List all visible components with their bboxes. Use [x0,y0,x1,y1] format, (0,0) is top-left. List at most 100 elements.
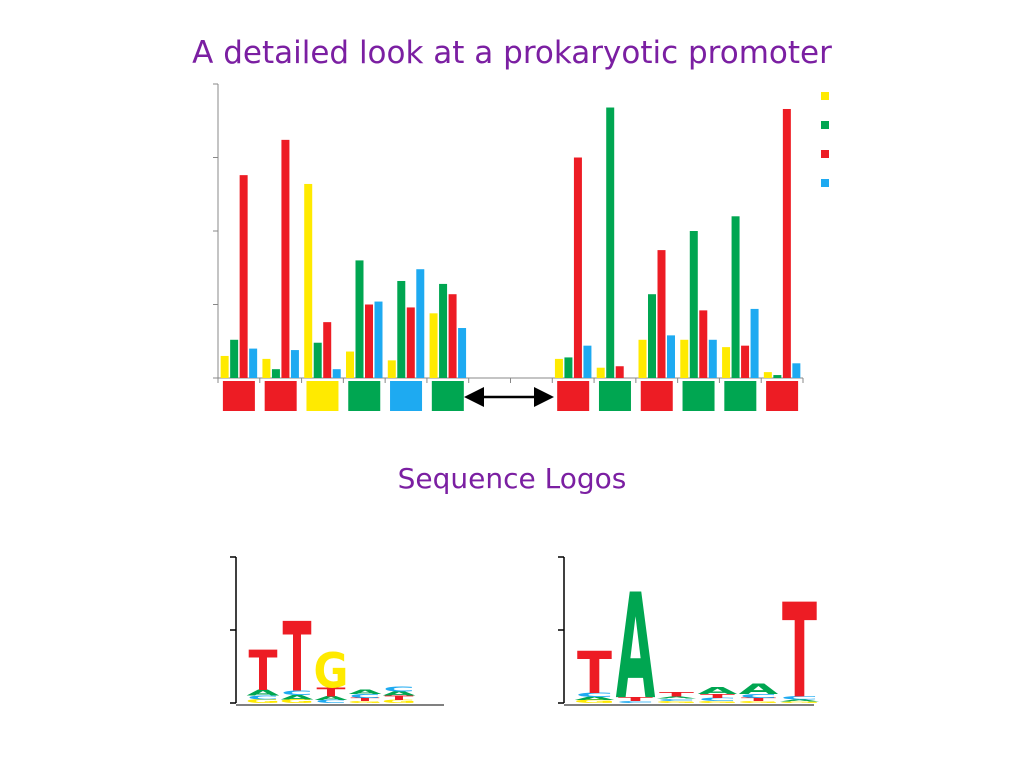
consensus-box-A [724,381,757,411]
logo-letter-T: T [317,686,347,700]
bar-T-pos14 [782,108,791,379]
bar-T-pos9 [573,157,582,378]
logo-letter-G: G [314,643,349,699]
bar-C-pos6 [458,328,467,378]
bar-A-pos5 [397,280,406,378]
slide-title: A detailed look at a prokaryotic promote… [192,35,832,71]
chart-legend [821,92,829,187]
bar-G-pos1 [220,355,229,378]
logo-letter-T: T [659,691,694,698]
consensus-box-A [431,381,464,411]
consensus-box-A [682,381,715,411]
bar-A-pos14 [773,375,782,378]
bar-C-pos9 [583,345,592,378]
consensus-box-T [222,381,255,411]
logo-letter-T: T [351,697,381,702]
logo-letter-A: A [739,681,779,697]
logo-letter-A: A [315,696,349,702]
logo-letter-A: A [780,699,820,703]
logo-letter-A: A [698,685,738,697]
consensus-box-C [390,381,423,411]
logo-letter-T: T [741,697,776,702]
logo-letter-C: C [247,695,278,701]
logo-letter-G: G [348,700,383,703]
consensus-boxes [222,381,799,411]
logo-letter-C: C [658,698,696,702]
bar-T-pos6 [448,294,457,378]
logo-letter-C: C [699,697,737,702]
bar-A-pos4 [355,260,364,378]
bar-T-pos5 [406,307,415,378]
bar-A-pos11 [648,294,656,378]
legend-swatch-T [821,150,829,158]
logo-letter-A: A [575,696,615,701]
logo-letter-A: A [657,696,697,700]
bar-C-pos12 [708,339,717,378]
logo-letter-A: A [247,689,280,698]
logo-letter-G: G [246,699,281,705]
bar-G-pos4 [346,351,354,378]
bar-A-pos10 [606,107,615,379]
logo-letter-T: T [577,639,613,707]
logo-letter-C: C [617,700,655,704]
bar-T-pos13 [741,345,750,378]
bar-A-pos2 [271,369,280,378]
bar-C-pos1 [249,348,258,378]
consensus-box-A [348,381,381,411]
logo-letter-C: C [576,692,614,699]
bar-T-pos1 [239,175,248,378]
logo-letter-A: A [383,690,417,697]
bar-chart-bars [220,107,801,379]
logo-letter-T: T [782,577,817,728]
logo-letter-C: C [349,693,380,699]
bar-C-pos14 [792,363,801,378]
logo-letter-T: T [283,604,312,714]
bar-A-pos13 [731,216,740,378]
logo-letter-G: G [655,700,697,704]
bar-C-pos2 [290,350,299,378]
bar-A-pos9 [564,357,573,378]
logo-letter-A: A [281,694,315,701]
bar-G-pos5 [387,360,396,378]
bar-C-pos5 [416,269,425,378]
logo-letter-G: G [382,699,417,704]
bar-G-pos14 [763,372,772,378]
bar-A-pos12 [689,231,698,378]
legend-swatch-C [821,179,829,187]
logo-letter-A: A [616,562,656,731]
logo-letter-G: G [778,701,820,703]
bar-T-pos11 [657,250,666,378]
consensus-box-T [766,381,799,411]
logo-letter-C: C [781,696,819,701]
bar-G-pos2 [262,358,271,378]
consensus-box-T [640,381,673,411]
bar-G-pos9 [554,358,563,378]
consensus-box-T [264,381,297,411]
bar-G-pos10 [596,367,605,378]
logo-letter-C: C [383,685,414,693]
logo-letter-T: T [385,695,414,702]
logo-letter-G: G [573,699,615,704]
bar-C-pos4 [374,301,383,378]
bar-A-pos1 [230,339,239,378]
bar-C-pos11 [667,335,675,378]
bar-C-pos3 [332,369,341,378]
logo-letter-G: G [280,699,315,705]
logo-letter-A: A [349,689,383,696]
bar-A-pos3 [313,342,322,378]
bar-T-pos3 [323,322,332,378]
logo-letter-G: G [737,700,779,704]
legend-swatch-A [821,121,829,129]
bar-G-pos3 [304,183,313,378]
section-title: Sequence Logos [398,462,627,495]
logo-letter-C: C [740,693,778,699]
bar-G-pos11 [638,339,647,378]
logo-letter-T: T [700,693,735,699]
bar-G-pos12 [680,339,689,378]
consensus-box-A [598,381,631,411]
bar-T-pos12 [699,310,708,378]
bar-G-pos6 [429,313,438,378]
